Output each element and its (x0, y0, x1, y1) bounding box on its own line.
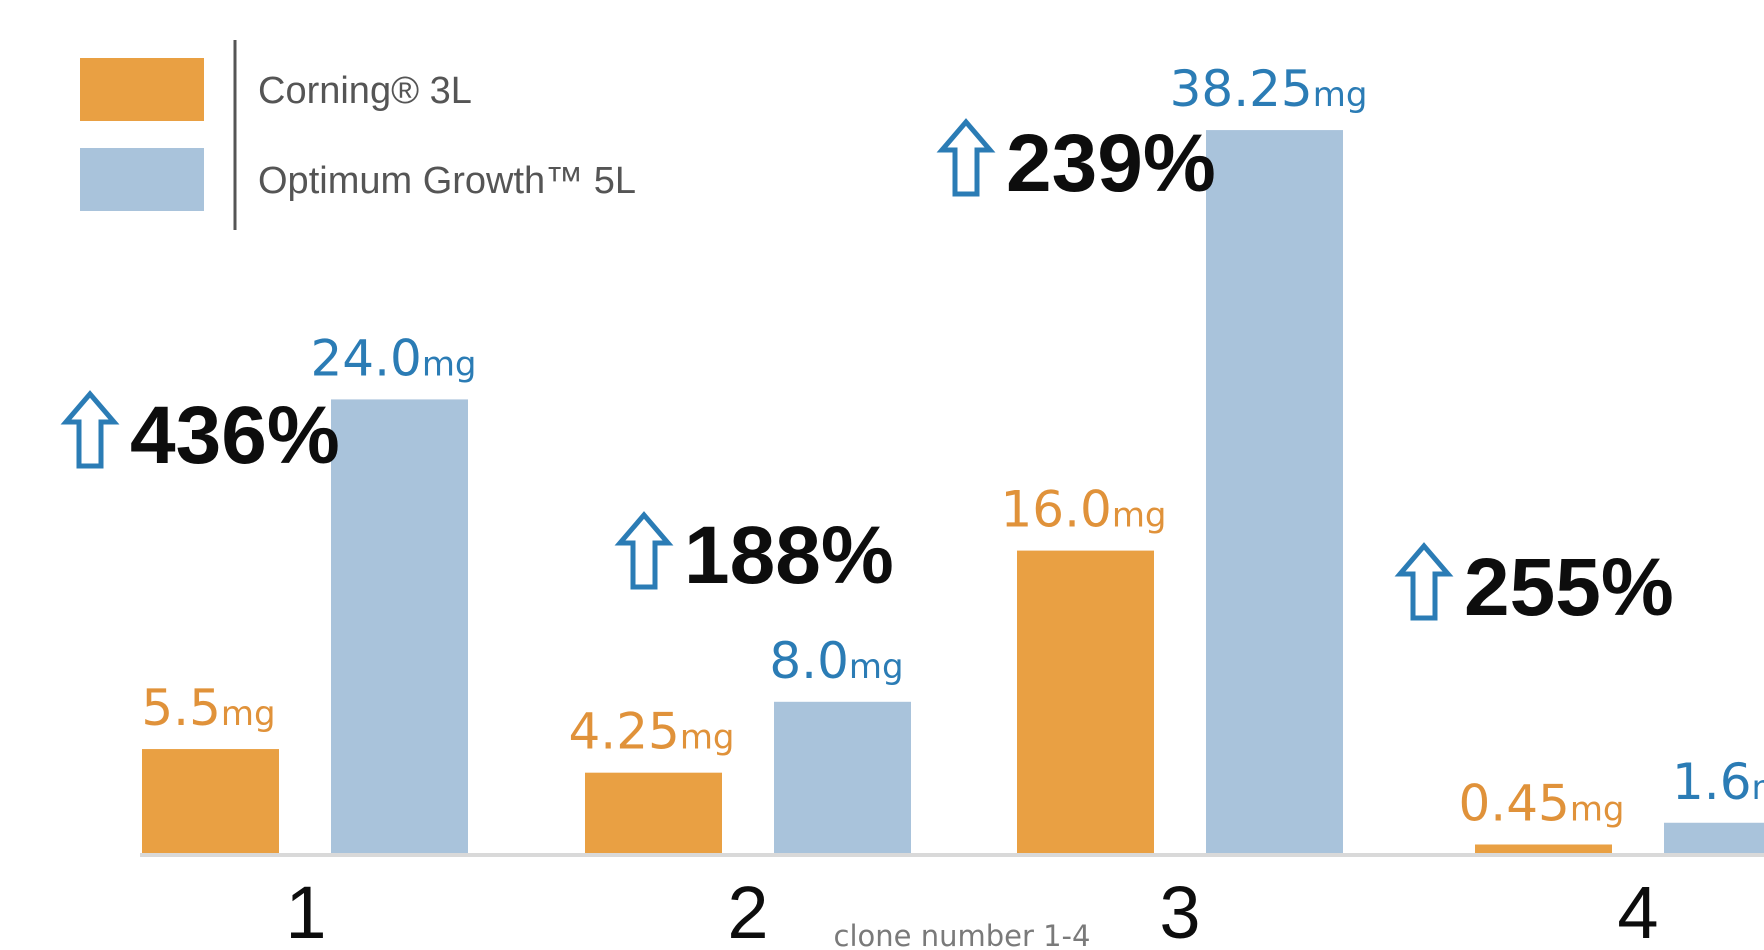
bar-optimum-1 (331, 399, 468, 853)
value-label-optimum-2: 8.0mg (769, 632, 903, 690)
category-label-2: 2 (727, 871, 768, 950)
bar-optimum-4 (1664, 822, 1764, 853)
increase-label-2: 188% (684, 510, 894, 601)
value-label-optimum-1: 24.0mg (310, 329, 476, 387)
category-label-4: 4 (1617, 871, 1658, 950)
bar-corning-1 (142, 749, 279, 853)
value-label-corning-1: 5.5mg (141, 679, 275, 737)
increase-arrow-icon-1 (60, 390, 120, 469)
increase-label-4: 255% (1464, 542, 1674, 633)
category-label-1: 1 (285, 871, 326, 950)
x-axis-caption: clone number 1-4 (834, 919, 1091, 950)
legend-swatch-optimum (80, 148, 204, 211)
bar-corning-2 (585, 772, 722, 853)
bar-optimum-3 (1206, 130, 1343, 853)
legend-label-optimum: Optimum Growth™ 5L (258, 160, 636, 202)
value-label-optimum-4: 1.6mg (1672, 753, 1764, 811)
value-label-corning-3: 16.0mg (1000, 481, 1166, 539)
bar-corning-4 (1475, 844, 1612, 853)
bar-corning-3 (1017, 550, 1154, 853)
legend: Corning® 3L Optimum Growth™ 5L (80, 40, 636, 230)
increase-arrow-icon-3 (936, 118, 996, 197)
increase-label-1: 436% (130, 390, 340, 481)
increase-label-3: 239% (1006, 118, 1216, 209)
category-label-3: 3 (1159, 871, 1200, 950)
increase-arrow-icon-2 (614, 511, 674, 590)
value-label-optimum-3: 38.25mg (1170, 60, 1368, 118)
value-label-corning-4: 0.45mg (1458, 774, 1624, 832)
legend-label-corning: Corning® 3L (258, 70, 472, 112)
value-label-corning-2: 4.25mg (568, 703, 734, 761)
bar-optimum-2 (774, 701, 911, 853)
legend-swatch-corning (80, 58, 204, 121)
increase-arrow-icon-4 (1394, 542, 1454, 621)
